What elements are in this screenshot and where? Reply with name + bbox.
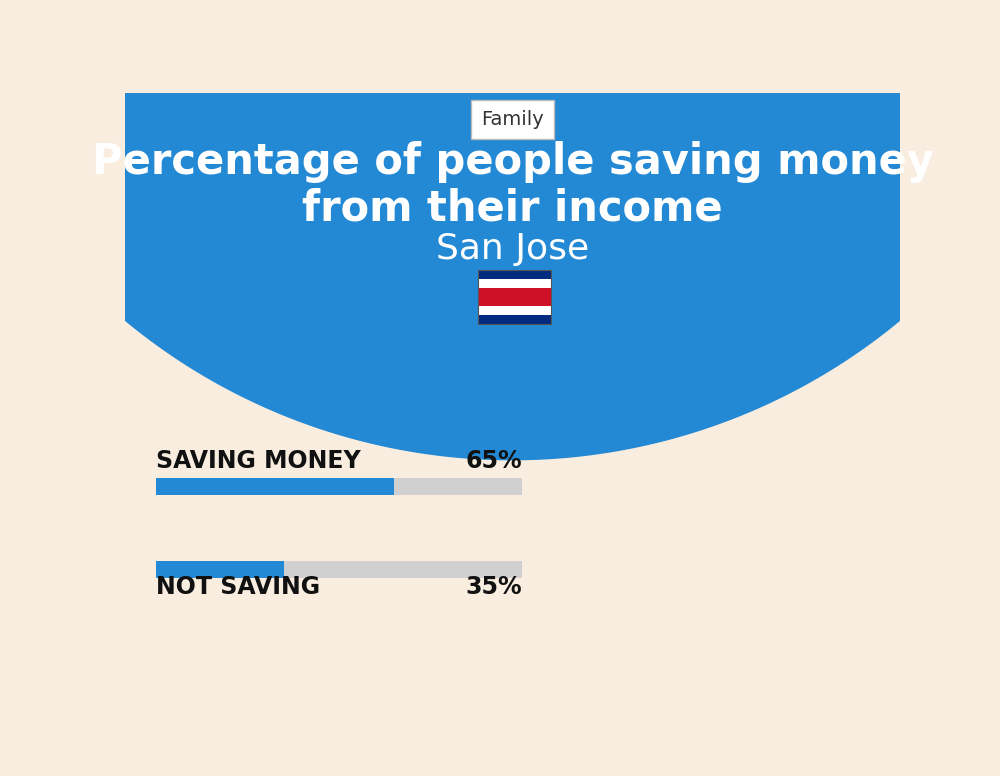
Bar (156, 561, 522, 578)
Bar (478, 270, 551, 324)
Polygon shape (125, 93, 900, 459)
Text: NOT SAVING: NOT SAVING (156, 576, 320, 600)
Text: SAVING MONEY: SAVING MONEY (156, 449, 361, 473)
Bar (478, 279, 551, 288)
Bar (478, 307, 551, 315)
Text: Family: Family (481, 109, 544, 129)
Bar (478, 270, 551, 279)
Bar (156, 478, 522, 495)
Text: San Jose: San Jose (436, 233, 589, 266)
Bar (156, 561, 284, 578)
Bar (478, 288, 551, 307)
Text: 35%: 35% (465, 576, 522, 600)
Text: Percentage of people saving money: Percentage of people saving money (92, 141, 934, 183)
Bar (478, 315, 551, 324)
Text: from their income: from their income (302, 188, 723, 230)
Text: 65%: 65% (465, 449, 522, 473)
Bar (156, 478, 394, 495)
